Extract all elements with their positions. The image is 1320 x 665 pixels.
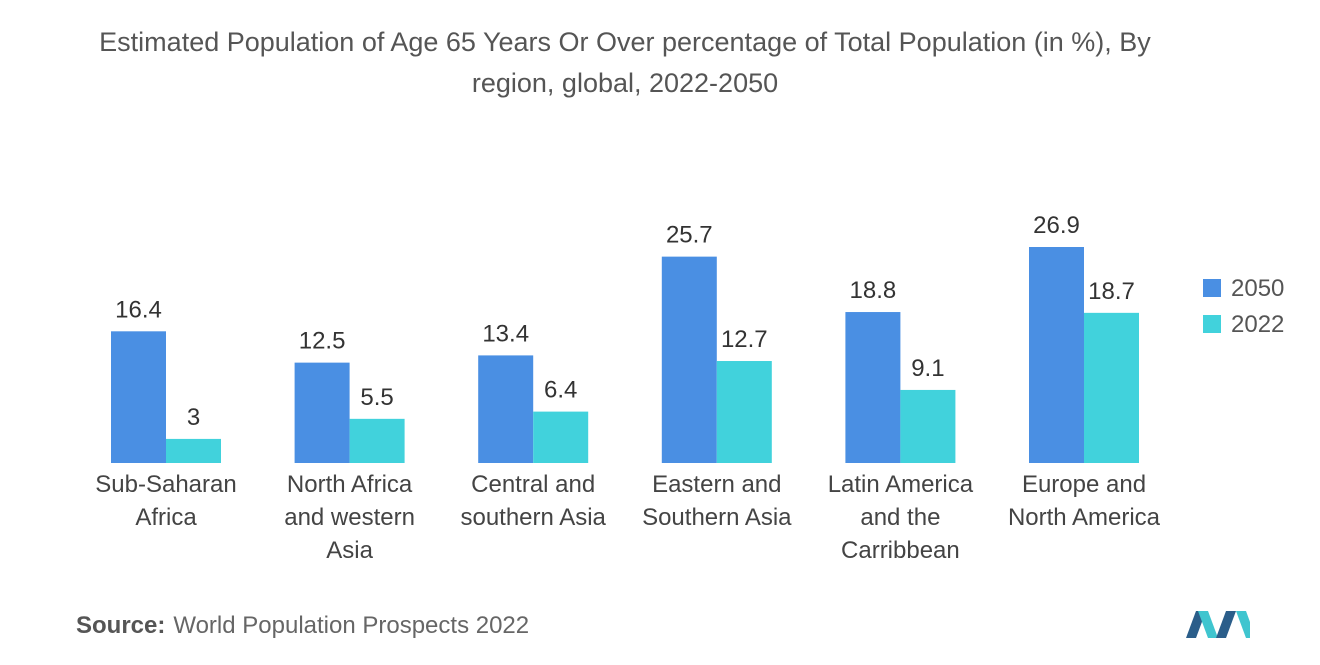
x-tick-label: North Africa and western Asia — [284, 471, 415, 564]
value-label: 5.5 — [360, 384, 393, 411]
bar — [900, 389, 956, 463]
chart-title: Estimated Population of Age 65 Years Or … — [99, 27, 1151, 98]
value-label: 16.4 — [115, 296, 162, 323]
x-tick-label: Sub-Saharan Africa — [95, 471, 237, 531]
bar — [294, 362, 350, 463]
x-tick-label: Central and southern Asia — [460, 471, 606, 531]
bar — [533, 411, 589, 463]
legend-label: 2050 — [1231, 275, 1284, 302]
bar — [716, 361, 772, 463]
bar — [349, 418, 405, 463]
value-label: 3 — [187, 404, 200, 431]
value-label: 18.7 — [1088, 278, 1135, 305]
legend-swatch — [1203, 315, 1221, 333]
bar — [478, 355, 534, 463]
x-tick-label: Europe and North America — [1007, 471, 1161, 531]
value-label: 9.1 — [911, 355, 944, 382]
bar — [845, 312, 901, 463]
value-label: 6.4 — [544, 377, 577, 404]
x-tick-label: Latin America and the Carribbean — [827, 471, 974, 564]
bar — [111, 331, 166, 463]
legend-label: 2022 — [1231, 311, 1284, 338]
logo — [1186, 611, 1250, 638]
source-label: Source: — [76, 612, 166, 639]
source-text: World Population Prospects 2022 — [173, 612, 530, 639]
bar — [1029, 247, 1084, 463]
value-label: 12.7 — [721, 326, 768, 353]
legend-swatch — [1203, 279, 1221, 297]
bar — [661, 256, 717, 463]
x-tick-label: Eastern and Southern Asia — [642, 471, 792, 531]
source: Source: World Population Prospects 2022 — [76, 612, 529, 640]
value-label: 12.5 — [299, 328, 346, 355]
value-label: 18.8 — [850, 277, 897, 304]
bar — [1084, 312, 1139, 463]
bar — [166, 438, 221, 463]
value-label: 13.4 — [482, 320, 529, 347]
value-label: 26.9 — [1033, 212, 1080, 239]
value-label: 25.7 — [666, 222, 713, 249]
